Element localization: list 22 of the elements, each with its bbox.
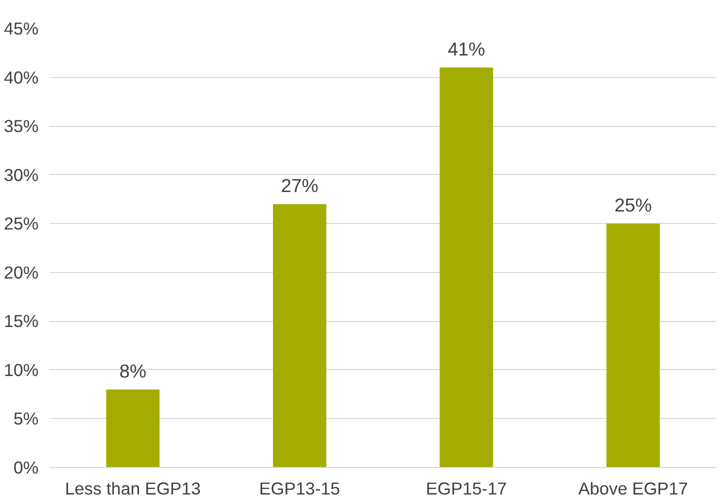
x-tick-label: EGP15-17 — [426, 478, 507, 498]
y-tick-label: 15% — [4, 311, 39, 332]
y-tick-label: 45% — [4, 18, 39, 38]
bar — [440, 68, 494, 468]
data-label: 27% — [280, 175, 318, 196]
bar — [272, 204, 326, 468]
y-tick-label: 10% — [4, 360, 39, 380]
x-tick-label: EGP13-15 — [259, 478, 340, 498]
y-tick-label: 30% — [4, 164, 39, 185]
data-label: 8% — [119, 360, 146, 382]
y-tick-label: 40% — [4, 67, 39, 88]
data-label: 41% — [448, 38, 486, 60]
y-tick-label: 0% — [13, 458, 38, 478]
bar — [106, 389, 160, 468]
y-tick-label: 25% — [4, 214, 39, 234]
bar — [606, 224, 660, 468]
data-label: 25% — [614, 194, 652, 216]
y-tick-label: 35% — [4, 116, 39, 136]
y-tick-label: 20% — [4, 262, 39, 282]
x-tick-label: Above EGP17 — [578, 478, 688, 498]
y-tick-label: 5% — [13, 408, 38, 429]
x-tick-label: Less than EGP13 — [64, 478, 201, 498]
